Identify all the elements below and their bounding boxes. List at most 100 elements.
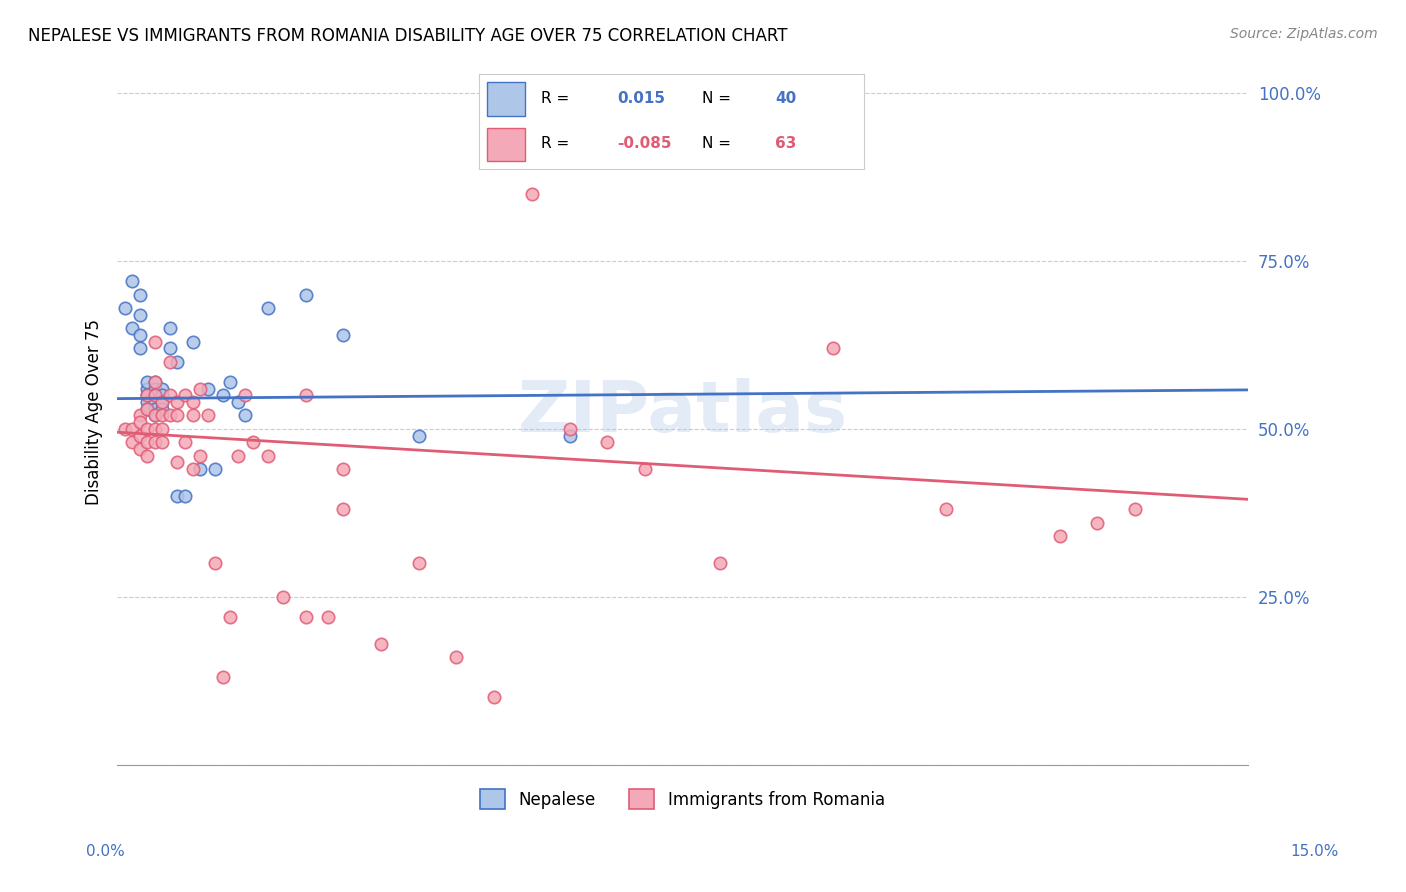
Point [709,556,731,570]
Point [188,382,211,396]
Point [136,449,159,463]
Point [121,321,143,335]
Point [136,388,159,402]
Point [558,422,581,436]
Point [446,650,468,665]
Point [152,395,174,409]
Point [294,287,316,301]
Point [332,502,354,516]
Point [143,435,166,450]
Point [370,637,392,651]
Point [166,455,188,469]
Point [482,690,505,705]
Text: ZIPatlas: ZIPatlas [517,377,848,447]
Point [935,502,957,516]
Point [143,382,166,396]
Point [271,590,294,604]
Point [143,375,166,389]
Point [204,462,226,476]
Point [143,422,166,436]
Point [219,375,242,389]
Point [152,409,174,423]
Point [188,449,211,463]
Point [136,388,159,402]
Point [166,489,188,503]
Point [242,435,264,450]
Point [152,422,174,436]
Point [159,321,181,335]
Point [197,409,219,423]
Point [128,327,150,342]
Point [1123,502,1146,516]
Point [114,301,136,315]
Point [136,401,159,416]
Point [128,415,150,429]
Point [204,556,226,570]
Point [181,462,204,476]
Text: NEPALESE VS IMMIGRANTS FROM ROMANIA DISABILITY AGE OVER 75 CORRELATION CHART: NEPALESE VS IMMIGRANTS FROM ROMANIA DISA… [28,27,787,45]
Point [174,489,197,503]
Point [332,462,354,476]
Point [166,354,188,368]
Point [152,401,174,416]
Point [136,422,159,436]
Point [332,327,354,342]
Point [143,409,166,423]
Text: Source: ZipAtlas.com: Source: ZipAtlas.com [1230,27,1378,41]
Point [128,409,150,423]
Point [159,409,181,423]
Point [136,375,159,389]
Point [596,435,619,450]
Point [136,435,159,450]
Point [121,435,143,450]
Point [143,401,166,416]
Point [197,382,219,396]
Point [128,428,150,442]
Point [316,609,339,624]
Text: 15.0%: 15.0% [1291,845,1339,859]
Point [294,609,316,624]
Point [128,308,150,322]
Point [152,395,174,409]
Point [823,341,845,355]
Point [294,388,316,402]
Point [136,401,159,416]
Point [257,449,280,463]
Point [188,462,211,476]
Point [159,354,181,368]
Point [634,462,657,476]
Point [121,422,143,436]
Point [152,435,174,450]
Point [408,556,430,570]
Point [121,274,143,288]
Point [136,395,159,409]
Point [1085,516,1108,530]
Point [128,442,150,456]
Point [152,382,174,396]
Point [143,409,166,423]
Point [159,388,181,402]
Point [174,435,197,450]
Point [408,428,430,442]
Point [181,409,204,423]
Point [143,388,166,402]
Point [257,301,280,315]
Point [226,395,249,409]
Text: 0.0%: 0.0% [86,845,125,859]
Point [181,334,204,349]
Point [520,186,543,201]
Legend: Nepalese, Immigrants from Romania: Nepalese, Immigrants from Romania [474,782,891,816]
Point [181,395,204,409]
Point [226,449,249,463]
Point [128,287,150,301]
Point [1049,529,1071,543]
Point [143,375,166,389]
Point [211,388,233,402]
Point [143,334,166,349]
Point [233,409,256,423]
Y-axis label: Disability Age Over 75: Disability Age Over 75 [86,319,103,505]
Point [166,395,188,409]
Point [143,388,166,402]
Point [166,409,188,423]
Point [159,341,181,355]
